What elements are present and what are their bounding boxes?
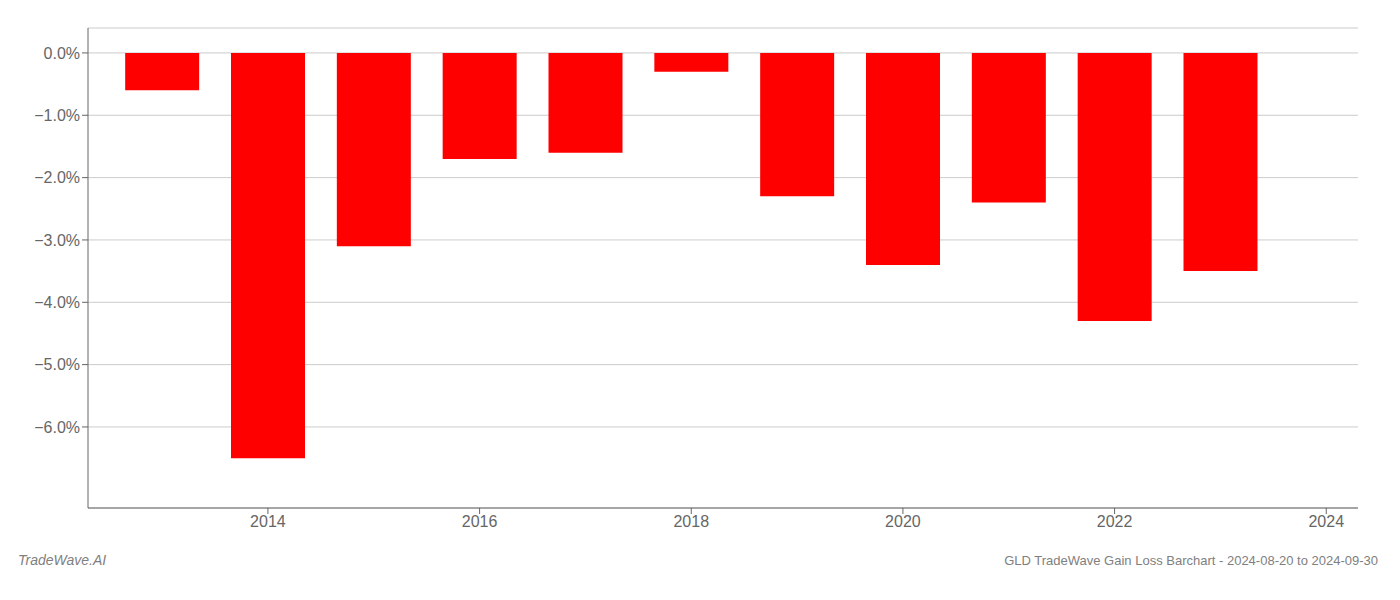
svg-text:2016: 2016 xyxy=(462,513,498,530)
svg-text:−5.0%: −5.0% xyxy=(34,356,80,373)
svg-text:2020: 2020 xyxy=(885,513,921,530)
svg-text:−6.0%: −6.0% xyxy=(34,419,80,436)
svg-text:2022: 2022 xyxy=(1097,513,1133,530)
svg-text:−4.0%: −4.0% xyxy=(34,294,80,311)
svg-text:2024: 2024 xyxy=(1308,513,1344,530)
svg-text:−2.0%: −2.0% xyxy=(34,169,80,186)
svg-text:−3.0%: −3.0% xyxy=(34,232,80,249)
svg-text:2018: 2018 xyxy=(673,513,709,530)
html-text:TradeWave.AI: TradeWave.AI xyxy=(18,552,107,568)
svg-text:−1.0%: −1.0% xyxy=(34,107,80,124)
svg-text:0.0%: 0.0% xyxy=(44,45,80,62)
html-text:GLD TradeWave Gain Loss Barcha: GLD TradeWave Gain Loss Barchart - 2024-… xyxy=(1004,553,1378,568)
svg-text:2014: 2014 xyxy=(250,513,286,530)
